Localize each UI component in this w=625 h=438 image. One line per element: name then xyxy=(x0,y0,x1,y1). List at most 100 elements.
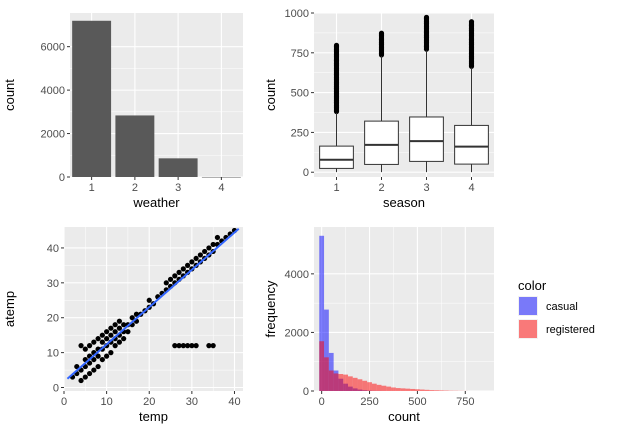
scatter-point xyxy=(184,262,191,268)
bar-weather-1 xyxy=(72,20,112,177)
bar-weather-3 xyxy=(158,158,198,177)
legend-swatch-casual xyxy=(519,297,537,315)
temp-atemp-chart-ytick-label: 0 xyxy=(53,383,59,395)
legend-label-casual: casual xyxy=(546,301,578,313)
hist-bar-registered xyxy=(419,389,425,391)
scatter-point xyxy=(91,339,97,345)
hist-bar-registered xyxy=(415,389,420,391)
scatter-point xyxy=(99,332,105,338)
weather-chart-xtick-label: 1 xyxy=(89,182,95,194)
count-histogram-ytick-label: 0 xyxy=(303,386,309,398)
season-2-box xyxy=(364,120,399,165)
hist-bar-registered xyxy=(352,377,358,391)
scatter-point xyxy=(189,343,195,349)
hist-bar-registered xyxy=(400,388,406,391)
hist-bar-registered xyxy=(362,380,368,391)
scatter-point xyxy=(99,356,105,363)
weather-chart-xtick-label: 2 xyxy=(132,182,138,194)
temp-atemp-chart-xtick-label: 0 xyxy=(61,396,67,408)
hist-bar-registered xyxy=(405,388,411,391)
temp-atemp-chart-ytick-label: 40 xyxy=(47,243,59,255)
temp-atemp-chart-ytick-label: 10 xyxy=(47,348,59,360)
scatter-point xyxy=(91,356,97,363)
hist-bar-registered xyxy=(438,390,444,391)
weather-chart-ytick-label: 2000 xyxy=(41,129,65,141)
count-histogram-xtick-label: 750 xyxy=(456,396,474,408)
scatter-point xyxy=(210,343,216,349)
count-histogram-xtick-label: 250 xyxy=(360,396,378,408)
scatter-point xyxy=(197,252,203,258)
scatter-point xyxy=(214,234,221,241)
temp-atemp-chart-ytick-label: 20 xyxy=(47,313,59,325)
scatter-point xyxy=(104,336,110,342)
scatter-point xyxy=(129,315,135,321)
scatter-point xyxy=(146,297,152,303)
hist-bar-registered xyxy=(347,376,353,391)
hist-bar-registered xyxy=(343,374,348,391)
scatter-point xyxy=(95,363,101,370)
hist-bar-registered xyxy=(376,384,382,391)
hist-bar-registered xyxy=(333,373,339,391)
temp-atemp-chart-ytick-label: 30 xyxy=(47,278,59,290)
season-1-outlier xyxy=(333,42,340,48)
count-histogram-xtick-label: 0 xyxy=(319,396,325,408)
scatter-point xyxy=(176,343,182,349)
scatter-point xyxy=(172,273,178,279)
scatter-point xyxy=(163,280,169,286)
scatter-point xyxy=(180,343,186,349)
weather-chart-xtick-label: 3 xyxy=(175,182,181,194)
temp-atemp-chart-xtick-label: 20 xyxy=(143,396,155,408)
scatter-point xyxy=(184,343,191,349)
season-4-box xyxy=(454,124,489,165)
weather-chart-ytick-label: 4000 xyxy=(41,85,65,97)
scatter-point xyxy=(125,329,131,335)
hist-bar-registered xyxy=(324,357,329,391)
hist-bar-registered xyxy=(381,385,387,391)
season-chart-ytick-label: 750 xyxy=(291,48,309,60)
scatter-point xyxy=(108,350,114,356)
scatter-point xyxy=(78,343,84,349)
hist-bar-registered xyxy=(386,386,392,391)
scatter-point xyxy=(210,241,216,248)
scatter-point xyxy=(99,339,105,345)
scatter-point xyxy=(82,346,88,352)
season-chart-ytick-label: 0 xyxy=(303,167,309,179)
hist-bar-casual xyxy=(324,309,329,391)
weather-chart-xtick-label: 4 xyxy=(218,182,224,194)
legend-swatch-registered xyxy=(519,320,537,338)
hist-bar-registered xyxy=(338,374,344,391)
scatter-point xyxy=(133,311,140,317)
temp-atemp-chart-xtick-label: 30 xyxy=(186,396,198,408)
season-chart-xtick-label: 2 xyxy=(378,182,384,194)
hist-bar-registered xyxy=(429,390,435,391)
count-histogram-xtick-label: 500 xyxy=(408,396,426,408)
scatter-point xyxy=(193,343,199,349)
scatter-point xyxy=(86,370,93,377)
hist-bar-registered xyxy=(410,388,416,391)
scatter-point xyxy=(116,339,123,345)
hist-bar-registered xyxy=(391,387,396,391)
season-chart-ylabel: count xyxy=(263,79,278,111)
season-1-box xyxy=(319,145,354,169)
scatter-point xyxy=(108,332,114,338)
count-histogram-panel xyxy=(314,227,494,391)
season-4-outlier xyxy=(468,19,475,25)
season-chart-ytick-label: 500 xyxy=(291,88,309,100)
scatter-point xyxy=(193,255,199,262)
scatter-point xyxy=(206,343,212,349)
scatter-point xyxy=(95,336,101,342)
scatter-point xyxy=(112,322,118,328)
scatter-point xyxy=(82,374,88,380)
scatter-point xyxy=(116,325,123,331)
season-3-box xyxy=(409,116,444,162)
scatter-point xyxy=(112,329,118,335)
trend-line xyxy=(66,227,240,380)
scatter-point xyxy=(112,343,118,349)
hist-bar-casual xyxy=(319,235,325,391)
weather-chart-ylabel: count xyxy=(2,79,17,111)
scatter-point xyxy=(104,353,110,359)
season-chart-xtick-label: 4 xyxy=(468,182,474,194)
scatter-point xyxy=(104,329,110,335)
hist-bar-registered xyxy=(367,382,372,391)
season-chart-xlabel: season xyxy=(383,195,425,210)
